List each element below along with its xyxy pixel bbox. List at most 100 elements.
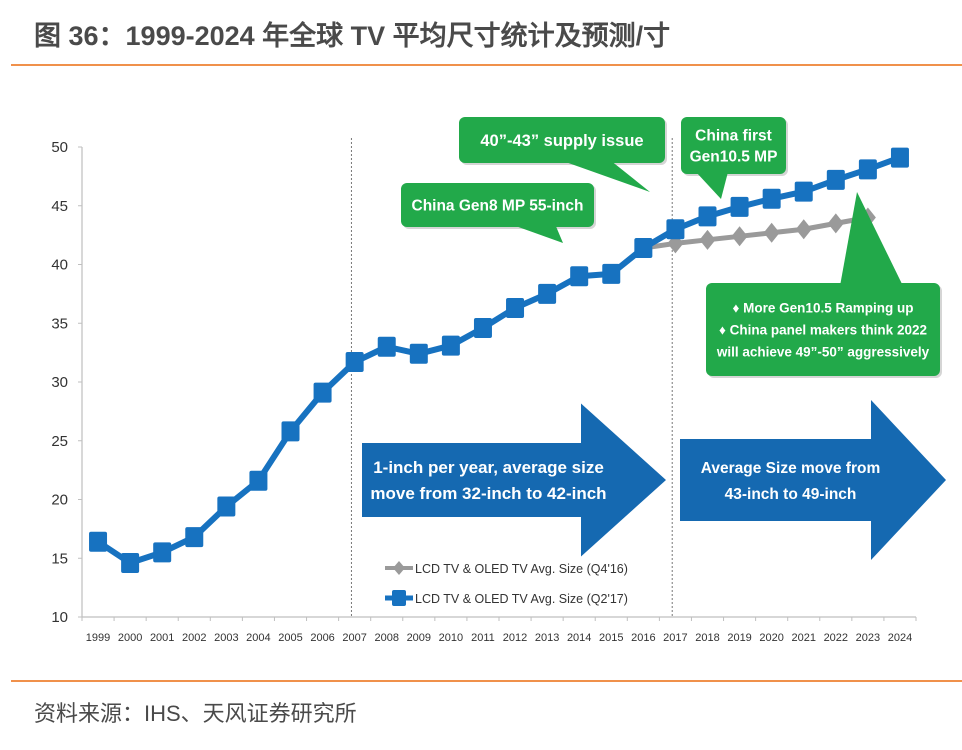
data-point-2017	[666, 219, 685, 240]
data-point-2016	[634, 238, 653, 259]
x-tick-label: 2012	[503, 632, 527, 644]
data-point-2011	[473, 317, 492, 338]
arrow-callout-2007-2016-shape	[362, 403, 666, 557]
x-tick-label: 2023	[856, 632, 880, 644]
data-point-2003	[217, 496, 236, 517]
data-point-2001	[153, 542, 172, 563]
callout-gen8-box	[401, 183, 594, 227]
x-tick-label: 2002	[182, 632, 206, 644]
data-point-2019	[730, 196, 749, 217]
arrow-callout-2017-2024-text: 43-inch to 49-inch	[725, 486, 857, 503]
data-point-2009	[409, 343, 428, 364]
callout-gen10-5: China first Gen10.5 MP	[681, 117, 788, 199]
legend-item: LCD TV & OLED TV Avg. Size (Q4'16)	[385, 561, 628, 576]
legend-item: LCD TV & OLED TV Avg. Size (Q2'17)	[385, 590, 628, 606]
callout-ramp-text: ♦ More Gen10.5 Ramping up	[733, 300, 914, 315]
data-point-1999	[89, 531, 108, 552]
x-tick-label: 2008	[374, 632, 398, 644]
arrow-callout-2017-2024: Average Size move from 43-inch to 49-inch	[680, 400, 946, 560]
x-tick-label: 2017	[663, 632, 687, 644]
x-tick-label: 2007	[342, 632, 366, 644]
callout-gen10-5-pointer	[696, 172, 728, 199]
data-point-2018	[698, 206, 717, 227]
callout-ramp-text: ♦ China panel makers think 2022	[719, 322, 927, 337]
callout-ramp: ♦ More Gen10.5 Ramping up ♦ China panel m…	[706, 192, 942, 378]
x-tick-label: 2014	[567, 632, 591, 644]
data-point-2008	[377, 336, 396, 357]
y-tick-label: 50	[51, 139, 68, 156]
callout-ramp-box	[706, 283, 940, 376]
data-point-2019	[731, 226, 748, 247]
legend: LCD TV & OLED TV Avg. Size (Q4'16) LCD TV…	[385, 561, 628, 606]
source-divider	[11, 680, 962, 682]
callout-supply-issue-pointer	[560, 160, 650, 192]
data-point-2010	[441, 335, 460, 356]
arrows: 1-inch per year, average size move from 3…	[362, 400, 946, 560]
callout-gen10-5-box	[681, 117, 786, 174]
x-tick-label: 2015	[599, 632, 623, 644]
x-tick-label: 2016	[631, 632, 655, 644]
figure-title: 图 36：1999-2024 年全球 TV 平均尺寸统计及预测/寸	[34, 21, 671, 51]
data-point-2005	[281, 421, 300, 442]
callout-ramp-pointer	[840, 192, 903, 286]
title-divider	[11, 64, 962, 66]
data-point-2000	[121, 552, 140, 573]
x-tick-label: 2010	[439, 632, 463, 644]
data-point-2006	[313, 382, 332, 403]
callout-supply-issue-text: 40”-43” supply issue	[480, 132, 643, 150]
data-point-2021	[795, 219, 812, 240]
data-point-2004	[249, 470, 268, 491]
legend-label: LCD TV & OLED TV Avg. Size (Q4'16)	[415, 562, 628, 576]
x-tick-label: 2018	[695, 632, 719, 644]
data-point-2012	[506, 297, 525, 318]
data-point-2007	[345, 352, 364, 373]
y-tick-label: 20	[51, 492, 68, 509]
callout-gen10-5-text: China first	[695, 128, 772, 145]
data-point-2024	[890, 147, 909, 168]
data-point-2022	[827, 213, 844, 234]
data-point-2002	[185, 527, 204, 548]
x-tick-label: 2020	[759, 632, 783, 644]
arrow-callout-2007-2016: 1-inch per year, average size move from 3…	[362, 403, 666, 557]
x-tick-label: 2006	[310, 632, 334, 644]
x-tick-label: 2001	[150, 632, 174, 644]
arrow-callout-2017-2024-shape	[680, 400, 946, 560]
x-tick-label: 2005	[278, 632, 302, 644]
x-tick-label: 2022	[824, 632, 848, 644]
callout-gen8-text: China Gen8 MP 55-inch	[412, 198, 584, 215]
callout-supply-issue: 40”-43” supply issue	[459, 117, 667, 192]
y-tick-label: 30	[51, 374, 68, 391]
data-point-2020	[762, 188, 781, 209]
series-q2-17	[89, 147, 909, 573]
axes: 10 15 20 25 30 35 40 45 50 1999 2000 2001 2002 2003 20…	[51, 139, 917, 644]
x-tick-label: 2003	[214, 632, 238, 644]
y-tick-label: 10	[51, 609, 68, 626]
y-tick-label: 15	[51, 550, 68, 567]
callout-supply-issue-box	[459, 117, 665, 163]
source-note: 资料来源：IHS、天风证券研究所	[34, 701, 357, 726]
legend-marker	[393, 561, 405, 575]
callout-gen8: China Gen8 MP 55-inch	[401, 183, 596, 243]
callout-ramp-text: will achieve 49”-50” aggressively	[716, 344, 930, 359]
data-point-2015	[602, 263, 621, 284]
legend-marker	[392, 590, 406, 606]
data-point-2023	[858, 159, 877, 180]
y-tick-label: 45	[51, 198, 68, 215]
x-tick-label: 2019	[727, 632, 751, 644]
callout-gen8-pointer	[510, 224, 563, 243]
tv-size-chart: 10 15 20 25 30 35 40 45 50 1999 2000 2001 2002 2003 20…	[51, 117, 946, 644]
x-tick-label: 1999	[86, 632, 110, 644]
x-tick-label: 2021	[791, 632, 815, 644]
x-tick-label: 2013	[535, 632, 559, 644]
x-tick-label: 2009	[407, 632, 431, 644]
arrow-callout-2007-2016-text: 1-inch per year, average size	[373, 458, 604, 477]
y-tick-label: 40	[51, 257, 68, 274]
x-tick-label: 2024	[888, 632, 912, 644]
x-tick-label: 2000	[118, 632, 142, 644]
callout-gen10-5-text: Gen10.5 MP	[690, 149, 778, 166]
arrow-callout-2007-2016-text: move from 32-inch to 42-inch	[370, 484, 606, 503]
data-point-2022	[826, 169, 845, 190]
legend-label: LCD TV & OLED TV Avg. Size (Q2'17)	[415, 592, 628, 606]
data-point-2021	[794, 181, 813, 202]
data-point-2014	[570, 266, 589, 287]
